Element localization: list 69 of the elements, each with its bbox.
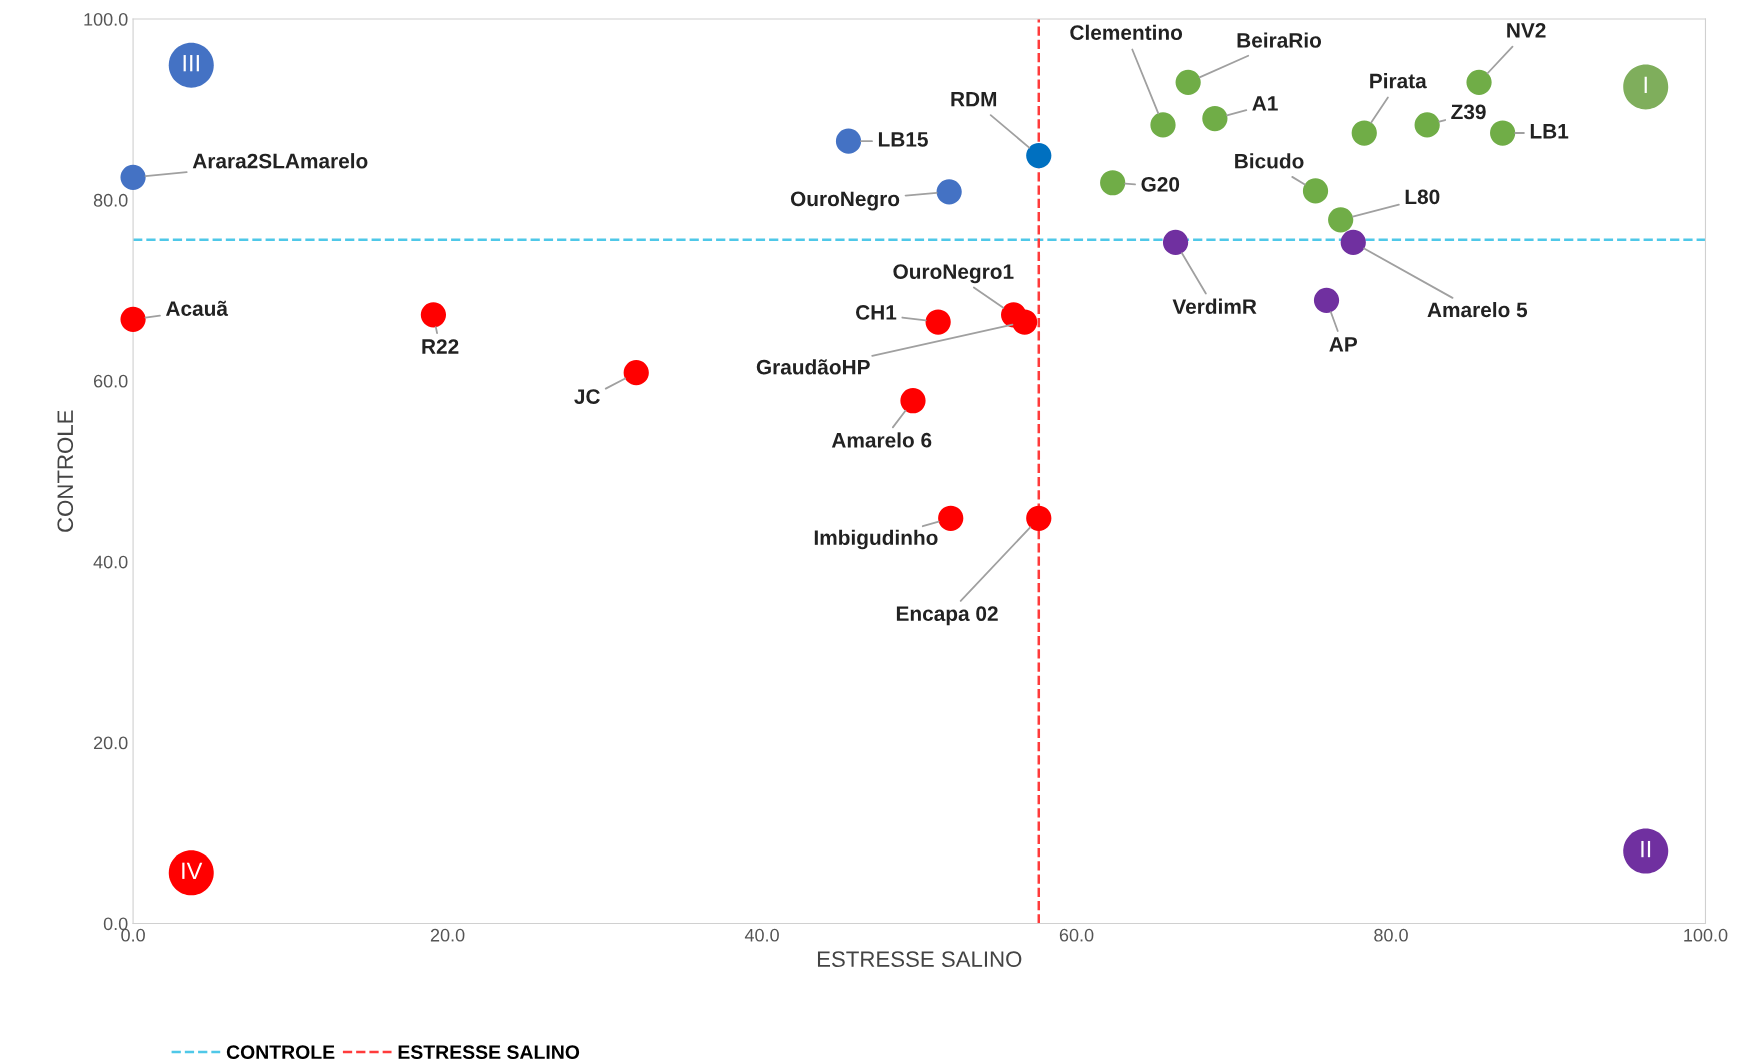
- data-label: RDM: [951, 91, 997, 107]
- point: [835, 128, 862, 154]
- point: [120, 164, 146, 190]
- point: [1313, 287, 1340, 313]
- legend-label: ESTRESSE SALINO: [398, 1045, 580, 1059]
- x-tick-label: 100.0: [1684, 928, 1728, 942]
- point: [1328, 207, 1354, 233]
- y-tick-label: 40.0: [93, 555, 128, 569]
- point: [1026, 505, 1052, 531]
- x-tick-label: 80.0: [1374, 928, 1408, 942]
- point: [1100, 170, 1126, 196]
- y-axis-title: CONTROLE: [57, 410, 74, 532]
- data-label: Clementino: [1070, 24, 1183, 41]
- point: [1175, 69, 1201, 95]
- data-label: Imbigudinho: [814, 529, 938, 550]
- point: [1202, 105, 1228, 132]
- x-tick-label: 20.0: [430, 928, 465, 942]
- data-label: Amarelo 6: [831, 432, 932, 448]
- data-label: Arara2SLAmarelo: [192, 153, 368, 169]
- data-label: IV: [182, 862, 203, 879]
- y-tick-label: 80.0: [93, 193, 128, 207]
- point: [1490, 120, 1516, 146]
- point: [1012, 309, 1038, 335]
- data-label: Pirata: [1370, 73, 1427, 89]
- data-label: A1: [1252, 96, 1278, 111]
- point: [120, 306, 146, 332]
- data-label: R22: [422, 339, 459, 354]
- point: [1302, 178, 1329, 204]
- data-label: G20: [1141, 176, 1180, 192]
- point: [420, 302, 447, 328]
- x-tick-label: 40.0: [744, 928, 779, 942]
- point: [1162, 229, 1189, 256]
- point: [936, 179, 962, 205]
- data-label: L80: [1405, 189, 1440, 205]
- data-label: Bicudo: [1235, 153, 1304, 169]
- x-tick-label: 60.0: [1059, 928, 1094, 942]
- legend-label: CONTROLE: [226, 1045, 335, 1059]
- point: [1414, 112, 1440, 138]
- data-label: LB1: [1530, 124, 1569, 139]
- data-label: III: [183, 55, 199, 72]
- x-axis-title: ESTRESSE SALINO: [817, 951, 1022, 968]
- point: [1351, 120, 1377, 146]
- y-tick-label: 60.0: [93, 374, 128, 388]
- point: [1466, 69, 1492, 95]
- data-label: CH1: [856, 305, 897, 320]
- y-tick-label: 20.0: [93, 736, 128, 750]
- data-label: BeiraRio: [1237, 32, 1322, 48]
- point: [1150, 112, 1176, 138]
- point: [1026, 143, 1052, 169]
- data-label: JC: [574, 389, 600, 404]
- data-label: OuroNegro: [790, 191, 900, 211]
- point: [1340, 229, 1366, 256]
- data-label: OuroNegro1: [893, 264, 1014, 284]
- data-label: II: [1641, 840, 1651, 858]
- data-label: VerdimR: [1172, 298, 1257, 314]
- data-label: Acauã: [165, 300, 229, 316]
- point: [623, 360, 649, 386]
- data-label: Encapa 02: [896, 606, 998, 626]
- point: [900, 388, 926, 414]
- point: [925, 309, 951, 335]
- point: [938, 505, 964, 531]
- data-label: AP: [1329, 337, 1358, 352]
- data-label: NV2: [1507, 22, 1546, 38]
- y-tick-label: 100.0: [84, 13, 128, 26]
- data-label: I: [1644, 76, 1647, 93]
- data-label: Z39: [1451, 104, 1486, 120]
- data-label: GraudãoHP: [756, 359, 870, 375]
- data-label: LB15: [878, 132, 928, 147]
- data-label: Amarelo 5: [1427, 301, 1528, 318]
